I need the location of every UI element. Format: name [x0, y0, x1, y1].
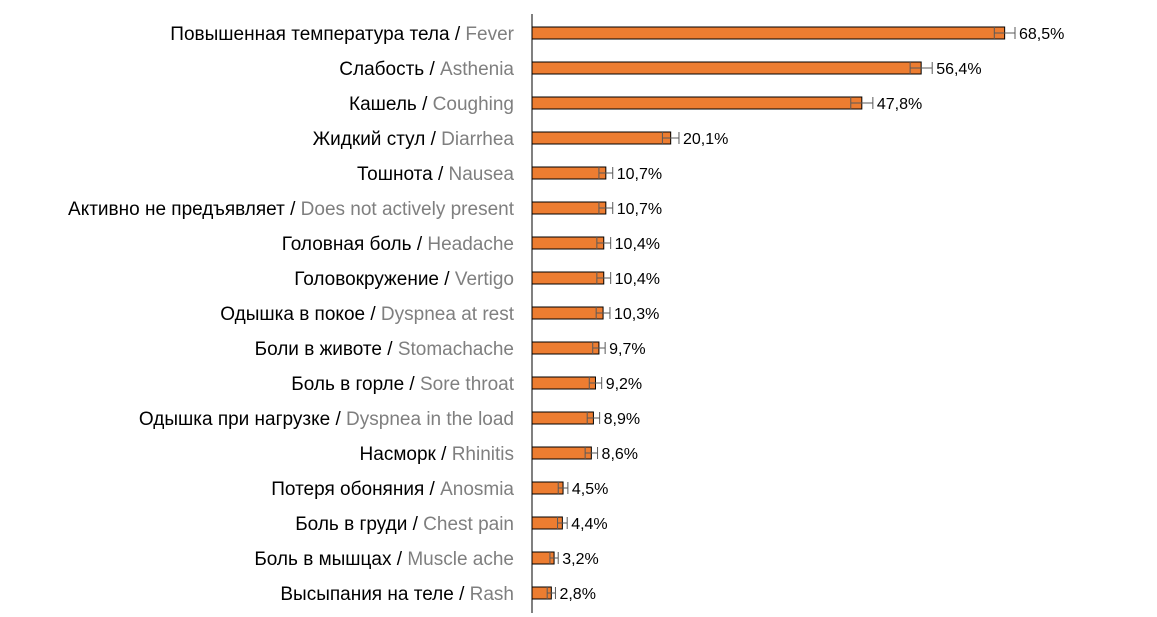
- category-label: Головокружение / Vertigo: [294, 269, 514, 290]
- bar: [531, 61, 922, 75]
- value-label: 4,4%: [571, 516, 607, 533]
- category-label: Слабость / Asthenia: [339, 59, 514, 80]
- category-label-ru: Кашель /: [349, 94, 433, 115]
- category-label-ru: Высыпания на теле /: [280, 584, 469, 605]
- bar: [531, 26, 1006, 40]
- value-label: 4,5%: [572, 481, 608, 498]
- bar: [531, 341, 600, 355]
- value-label: 9,7%: [609, 341, 645, 358]
- bar: [531, 376, 596, 390]
- error-bars: [546, 27, 1016, 599]
- bar: [531, 271, 605, 285]
- category-label-en: Dyspnea in the load: [346, 409, 514, 430]
- category-label-ru: Тошнота /: [357, 164, 448, 185]
- category-label: Боль в горле / Sore throat: [291, 374, 514, 395]
- category-label-ru: Одышка в покое /: [220, 304, 381, 325]
- category-label-ru: Головокружение /: [294, 269, 455, 290]
- bar: [531, 446, 592, 460]
- category-label: Боли в животе / Stomachache: [255, 339, 514, 360]
- category-label-en: Anosmia: [440, 479, 514, 500]
- category-label-en: Nausea: [449, 164, 515, 185]
- category-label: Тошнота / Nausea: [357, 164, 514, 185]
- category-label: Высыпания на теле / Rash: [280, 584, 514, 605]
- category-label-ru: Боли в животе /: [255, 339, 398, 360]
- category-label: Насморк / Rhinitis: [360, 444, 514, 465]
- value-label: 3,2%: [562, 551, 598, 568]
- category-labels: Повышенная температура тела / Fever Слабо…: [68, 24, 515, 605]
- category-label-ru: Головная боль /: [282, 234, 428, 255]
- category-label-ru: Слабость /: [339, 59, 440, 80]
- category-label-ru: Боль в груди /: [295, 514, 423, 535]
- category-label-en: Rhinitis: [452, 444, 514, 465]
- category-label: Боль в мышцах / Muscle ache: [254, 549, 514, 570]
- category-label: Головная боль / Headache: [282, 234, 514, 255]
- category-label-en: Fever: [465, 24, 514, 45]
- value-label: 8,6%: [602, 446, 638, 463]
- value-label: 56,4%: [936, 61, 981, 78]
- category-label-en: Asthenia: [440, 59, 514, 80]
- bar: [531, 166, 607, 180]
- value-label: 8,9%: [604, 411, 640, 428]
- category-label-ru: Боль в мышцах /: [254, 549, 407, 570]
- category-label-en: Headache: [427, 234, 514, 255]
- value-label: 2,8%: [559, 586, 595, 603]
- value-label: 10,4%: [615, 271, 660, 288]
- category-label: Кашель / Coughing: [349, 94, 514, 115]
- value-labels: 68,5% 56,4% 47,8% 20,1% 10,7% 10,7% 10,4% 10,4%…: [559, 26, 1064, 603]
- category-label-en: Muscle ache: [407, 549, 514, 570]
- category-label-en: Chest pain: [423, 514, 514, 535]
- value-label: 10,7%: [617, 166, 662, 183]
- category-label: Потеря обоняния / Anosmia: [271, 479, 514, 500]
- category-label: Жидкий стул / Diarrhea: [313, 129, 515, 150]
- value-label: 10,4%: [615, 236, 660, 253]
- category-label: Боль в груди / Chest pain: [295, 514, 514, 535]
- bar: [531, 201, 607, 215]
- category-label-ru: Боль в горле /: [291, 374, 420, 395]
- value-label: 20,1%: [683, 131, 728, 148]
- category-label-en: Diarrhea: [441, 129, 514, 150]
- category-label-ru: Потеря обоняния /: [271, 479, 440, 500]
- bar: [531, 411, 594, 425]
- category-label: Одышка при нагрузке / Dyspnea in the loa…: [139, 409, 514, 430]
- value-label: 9,2%: [606, 376, 642, 393]
- category-label-ru: Одышка при нагрузке /: [139, 409, 346, 430]
- bar: [531, 306, 604, 320]
- category-label-ru: Активно не предъявляет /: [68, 199, 301, 220]
- category-label: Одышка в покое / Dyspnea at rest: [220, 304, 514, 325]
- value-label: 68,5%: [1019, 26, 1064, 43]
- category-label-ru: Жидкий стул /: [313, 129, 441, 150]
- category-label-en: Stomachache: [398, 339, 514, 360]
- value-label: 47,8%: [877, 96, 922, 113]
- category-label-en: Vertigo: [455, 269, 514, 290]
- category-label-en: Coughing: [433, 94, 514, 115]
- category-label: Повышенная температура тела / Fever: [170, 24, 514, 45]
- category-label-ru: Насморк /: [360, 444, 452, 465]
- value-label: 10,7%: [617, 201, 662, 218]
- value-label: 10,3%: [614, 306, 659, 323]
- category-label-ru: Повышенная температура тела /: [170, 24, 465, 45]
- category-label-en: Sore throat: [420, 374, 515, 395]
- category-label-en: Does not actively present: [301, 199, 515, 220]
- bar: [531, 96, 863, 110]
- category-label-en: Rash: [470, 584, 514, 605]
- category-label: Активно не предъявляет / Does not active…: [68, 199, 515, 220]
- category-label-en: Dyspnea at rest: [381, 304, 515, 325]
- bar: [531, 131, 672, 145]
- bar: [531, 236, 605, 250]
